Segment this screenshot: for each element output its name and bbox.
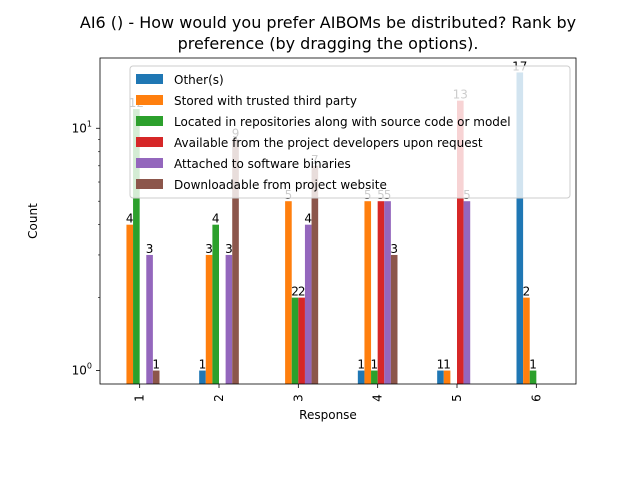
- chart-title-line-1: AI6 () - How would you prefer AIBOMs be …: [80, 13, 576, 32]
- x-axis-label: Response: [299, 408, 357, 422]
- bar-1-series-5: [146, 254, 153, 384]
- bar-5-series-2: [443, 370, 451, 384]
- legend: Other(s) Stored with trusted third party L…: [129, 65, 571, 199]
- bar-4-series-1: [357, 370, 365, 384]
- legend-frame: [129, 65, 571, 199]
- bar-4-series-6: [390, 254, 398, 384]
- data-label-6-series-3: 1: [529, 358, 537, 372]
- data-label-4-series-6: 3: [390, 242, 398, 256]
- data-label-5-series-2: 1: [443, 358, 451, 372]
- bar-3-series-2: [285, 201, 292, 384]
- data-label-2-series-3: 4: [212, 212, 220, 226]
- bar-4-series-5: [384, 201, 391, 384]
- bar-6-series-1: [516, 72, 524, 385]
- legend-label-series-6: Downloadable from project website: [174, 178, 387, 192]
- data-label-3-series-3: 2: [291, 285, 299, 299]
- legend-label-series-3: Located in repositories along with sourc…: [174, 115, 511, 129]
- axes-group: 1 2 3 4 5 6 100 101: [72, 57, 577, 402]
- y-tick-label-10: 101: [72, 119, 92, 135]
- bar-4-series-4: [377, 201, 385, 384]
- bar-3-series-6: [311, 165, 319, 384]
- data-label-6-series-2: 2: [523, 285, 531, 299]
- legend-swatch-series-6: [136, 179, 163, 189]
- bar-5-series-5: [463, 201, 471, 384]
- x-tick-label-1: 1: [133, 394, 147, 402]
- y-tick-label-1: 100: [72, 362, 92, 378]
- x-tick-label-6: 6: [529, 394, 543, 402]
- y-axis-label: Count: [26, 203, 40, 239]
- data-label-2-series-2: 3: [205, 242, 213, 256]
- data-label-2-series-5: 3: [225, 242, 233, 256]
- bar-6-series-2: [523, 297, 530, 384]
- legend-swatch-series-3: [136, 116, 163, 126]
- bar-2-series-5: [225, 254, 233, 384]
- data-label-1-series-6: 1: [152, 358, 160, 372]
- x-tick-label-3: 3: [291, 394, 305, 402]
- data-label-4-series-3: 1: [371, 358, 379, 372]
- data-label-2-series-1: 1: [199, 358, 207, 372]
- bar-2-series-6: [232, 139, 239, 384]
- legend-label-series-4: Available from the project developers up…: [174, 136, 483, 150]
- legend-swatch-series-2: [136, 95, 163, 105]
- bar-2-series-3: [212, 224, 219, 384]
- legend-label-series-5: Attached to software binaries: [174, 157, 351, 171]
- data-label-5-series-1: 1: [437, 358, 445, 372]
- legend-label-series-1: Other(s): [174, 73, 224, 87]
- bar-4-series-3: [371, 370, 378, 384]
- x-tick-label-2: 2: [212, 394, 226, 402]
- x-tick-label-4: 4: [371, 394, 385, 402]
- legend-swatch-series-5: [136, 158, 163, 168]
- axes-frame: [99, 57, 577, 385]
- data-label-3-series-4: 2: [298, 285, 306, 299]
- bars-group: [126, 72, 537, 385]
- bar-1-series-3: [133, 109, 140, 384]
- bar-6-series-3: [529, 370, 537, 384]
- bar-3-series-4: [298, 297, 305, 384]
- legend-swatch-series-1: [136, 74, 163, 84]
- bar-4-series-2: [364, 201, 372, 384]
- x-tick-label-5: 5: [450, 394, 464, 402]
- data-label-1-series-2: 4: [126, 212, 134, 226]
- bar-5-series-1: [437, 370, 444, 384]
- bar-1-series-2: [126, 224, 134, 384]
- bar-2-series-2: [205, 254, 213, 384]
- bar-1-series-6: [152, 370, 160, 384]
- bar-5-series-4: [457, 100, 464, 385]
- bar-3-series-3: [291, 297, 299, 384]
- data-label-1-series-5: 3: [146, 242, 154, 256]
- legend-label-series-2: Stored with trusted third party: [174, 94, 357, 108]
- bar-3-series-5: [304, 224, 312, 384]
- data-label-3-series-5: 4: [304, 212, 312, 226]
- data-label-4-series-1: 1: [357, 358, 365, 372]
- bar-2-series-1: [199, 370, 206, 384]
- chart-title-line-2: preference (by dragging the options).: [178, 34, 479, 53]
- legend-swatch-series-4: [136, 137, 163, 147]
